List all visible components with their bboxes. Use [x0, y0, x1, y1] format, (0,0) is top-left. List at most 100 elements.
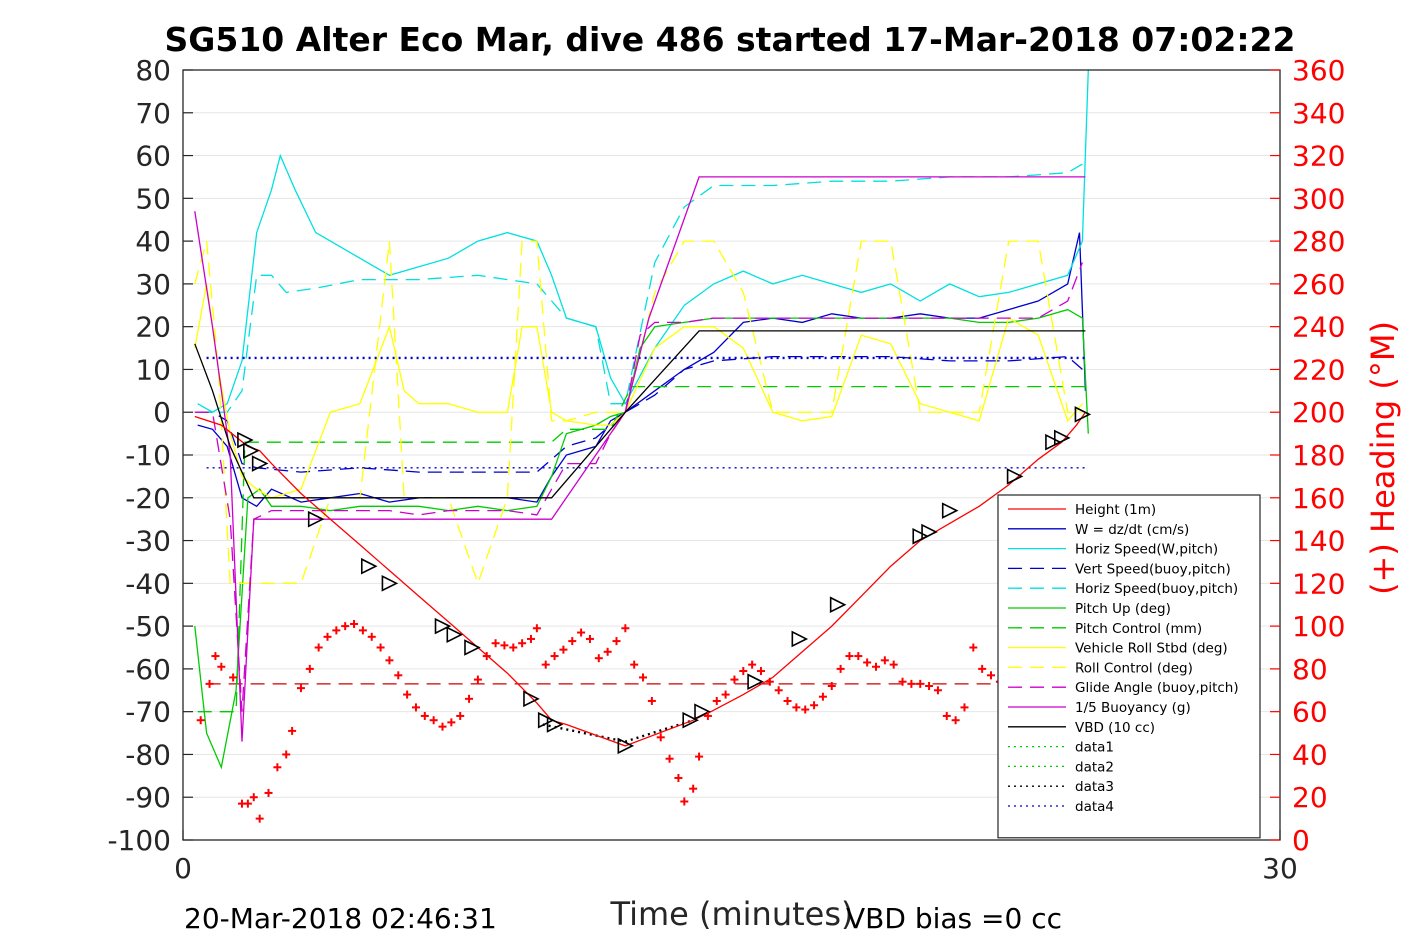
legend-entry: Vehicle Roll Stbd (deg) [1075, 641, 1228, 657]
heading-point [730, 675, 739, 684]
height-marker [1074, 406, 1092, 423]
series-line-10 [194, 176, 1086, 742]
legend: Height (1m) W = dz/dt (cm/s) Horiz Speed(W… [997, 494, 1261, 839]
heading-point [951, 716, 960, 725]
heading-point [264, 788, 273, 797]
heading-point [656, 733, 665, 742]
heading-point [429, 716, 438, 725]
legend-entry: VBD (10 cc) [1075, 720, 1155, 736]
y-tick-label: -90 [125, 781, 171, 814]
heading-point [889, 660, 898, 669]
chart-title: SG510 Alter Eco Mar, dive 486 started 17… [165, 20, 1296, 59]
y-right-tick-label: 60 [1292, 696, 1328, 729]
heading-point [748, 660, 757, 669]
y-tick-label: 20 [135, 311, 171, 344]
heading-point [411, 703, 420, 712]
y-right-tick-label: 360 [1292, 54, 1345, 87]
height-marker [243, 442, 260, 460]
heading-point [217, 662, 226, 671]
heading-point [229, 673, 238, 682]
heading-point [205, 679, 214, 688]
heading-point [907, 679, 916, 688]
heading-point [341, 622, 350, 631]
heading-point [385, 656, 394, 665]
y-tick-label: -20 [125, 482, 171, 515]
height-marker [1053, 429, 1071, 447]
heading-point [647, 696, 656, 705]
y-right-tick-label: 40 [1292, 738, 1328, 771]
legend-entry: Height (1m) [1075, 502, 1156, 518]
legend-entry: data2 [1075, 759, 1114, 775]
heading-point [703, 711, 712, 720]
heading-point [721, 690, 730, 699]
y-right-tick-label: 160 [1292, 482, 1345, 515]
footer-vbd-bias: VBD bias =0 cc [846, 902, 1062, 935]
heading-point [674, 773, 683, 782]
heading-point [783, 696, 792, 705]
heading-point [541, 660, 550, 669]
legend-entry: Pitch Control (mm) [1075, 621, 1202, 637]
series-line-11 [194, 330, 1086, 499]
axes: 80706050403020100-10-20-30-40-50-60-70-8… [107, 54, 1345, 885]
legend-entry: 1/5 Buoyancy (g) [1075, 700, 1191, 716]
y-tick-label: -40 [125, 567, 171, 600]
y-right-tick-label: 340 [1292, 97, 1345, 130]
y-tick-label: 40 [135, 225, 171, 258]
legend-entry: Horiz Speed(W,pitch) [1075, 542, 1218, 558]
heading-point [491, 639, 500, 648]
heading-point [420, 711, 429, 720]
x-axis-label: Time (minutes) [610, 895, 854, 933]
heading-point [243, 799, 252, 808]
height-marker [381, 575, 399, 592]
legend-entry: Vert Speed(buoy,pitch) [1075, 561, 1231, 577]
heading-point [836, 664, 845, 673]
heading-point [960, 703, 969, 712]
legend-entry: Pitch Up (deg) [1075, 601, 1171, 617]
y-tick-label: -50 [125, 610, 171, 643]
heading-point [774, 686, 783, 695]
heading-point [845, 652, 854, 661]
y-tick-label: 0 [153, 396, 171, 429]
heading-point [898, 677, 907, 686]
heading-point [630, 660, 639, 669]
y-right-tick-label: 80 [1292, 653, 1328, 686]
height-marker [682, 711, 700, 729]
heading-point [350, 619, 359, 628]
heading-point [482, 652, 491, 661]
footer-timestamp: 20-Mar-2018 02:46:31 [184, 902, 497, 935]
height-marker [912, 527, 930, 545]
heading-point [695, 752, 704, 761]
y-axis-right-label: (+) Heading (°M) [1364, 321, 1402, 595]
y-right-tick-label: 260 [1292, 268, 1345, 301]
height-marker [546, 716, 564, 733]
heading-point [612, 637, 621, 646]
height-marker [921, 523, 938, 541]
y-tick-label: -30 [125, 525, 171, 558]
height-marker [791, 630, 809, 648]
series-line-height [194, 411, 1086, 747]
heading-point [559, 645, 568, 654]
heading-point [367, 632, 376, 641]
y-tick-label: -100 [107, 824, 171, 857]
height-marker [1006, 468, 1024, 485]
legend-entry: Horiz Speed(buoy,pitch) [1075, 581, 1238, 597]
heading-point [305, 664, 314, 673]
heading-point [712, 696, 721, 705]
heading-point [323, 632, 332, 641]
heading-point [314, 643, 323, 652]
legend-entry: Glide Angle (buoy,pitch) [1075, 680, 1239, 696]
heading-point [863, 658, 872, 667]
heading-point [689, 784, 698, 793]
y-right-tick-label: 0 [1292, 824, 1310, 857]
heading-point [665, 754, 674, 763]
heading-point [880, 656, 889, 665]
y-right-tick-label: 200 [1292, 396, 1345, 429]
heading-point [550, 652, 559, 661]
y-right-tick-label: 100 [1292, 610, 1345, 643]
height-marker [747, 673, 764, 691]
legend-box [997, 494, 1261, 839]
series-line-9 [194, 262, 1084, 712]
heading-point [255, 814, 264, 823]
heading-point [526, 634, 535, 643]
